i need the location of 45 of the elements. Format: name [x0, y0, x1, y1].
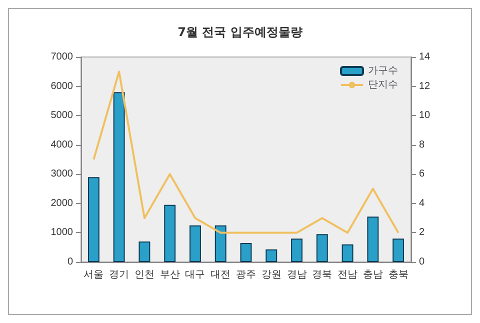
x-tick-label: 경북 — [312, 270, 332, 280]
y-tick-label: 7000 — [50, 52, 74, 62]
x-tick-label: 대구 — [185, 270, 206, 280]
bar — [214, 225, 226, 262]
bar — [316, 234, 328, 262]
y-tick-label: 0 — [67, 256, 74, 268]
x-tick-label: 경기 — [109, 270, 130, 280]
x-tick-label: 인천 — [134, 270, 154, 280]
bar — [240, 242, 252, 262]
bar — [342, 244, 354, 262]
y2-tick-label: 6 — [419, 168, 425, 180]
x-tick-label: 부산 — [160, 270, 180, 280]
legend-label: 단지수 — [368, 80, 398, 90]
legend-label: 가구수 — [368, 66, 398, 76]
x-tick-label: 충북 — [388, 270, 408, 280]
x-tick-label: 대전 — [210, 270, 231, 280]
y2-tick-label: 0 — [419, 256, 425, 268]
x-tick-label: 충남 — [362, 270, 383, 280]
bar — [190, 225, 201, 262]
chart-title: 7월 전국 입주예정물량 — [178, 25, 302, 39]
x-tick-label: 전남 — [338, 270, 358, 280]
y2-tick-label: 2 — [419, 227, 425, 238]
y2-tick-label: 4 — [419, 198, 425, 209]
y-tick-label: 4000 — [50, 139, 74, 150]
bar — [266, 249, 278, 262]
y-tick-label: 5000 — [50, 110, 74, 122]
x-tick-label: 서울 — [84, 270, 104, 280]
y-tick-label: 2000 — [50, 198, 74, 209]
bar — [88, 177, 100, 262]
bar — [291, 238, 302, 262]
y-tick-label: 6000 — [50, 80, 74, 92]
bar — [367, 216, 379, 262]
y-tick-label: 3000 — [50, 168, 74, 180]
bar — [113, 92, 125, 262]
y2-tick-label: 12 — [419, 80, 431, 92]
bar — [164, 204, 176, 262]
y2-tick-label: 14 — [419, 52, 431, 62]
x-tick-label: 강원 — [261, 270, 282, 280]
bar — [392, 238, 404, 262]
bar — [138, 242, 150, 262]
y2-tick-label: 8 — [419, 139, 425, 150]
x-tick-label: 광주 — [236, 270, 256, 280]
y2-tick-label: 10 — [419, 110, 431, 122]
y-tick-label: 1000 — [50, 227, 74, 238]
x-tick-label: 경남 — [286, 270, 307, 280]
